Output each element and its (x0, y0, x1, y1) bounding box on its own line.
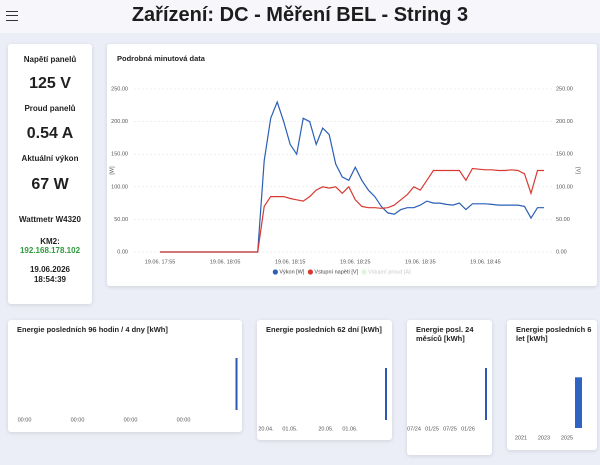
legend-label: Vstupní proud [A] (368, 269, 411, 275)
chart-title: Energie posledních 6 let [kWh] (516, 325, 592, 343)
y-tick-label: 100.00 (111, 184, 128, 190)
y2-tick-label: 100.00 (556, 184, 573, 190)
value: 67 W (31, 176, 69, 193)
chart-title: Energie posledních 96 hodin / 4 dny [kWh… (17, 325, 168, 334)
date: 19.06.2026 (29, 265, 71, 274)
x-tick-label: 19.06. 18:35 (405, 259, 436, 265)
x-tick-label: 2023 (538, 435, 550, 441)
chart-card (407, 320, 492, 455)
chart-title: Energie posledních 62 dní [kWh] (266, 325, 382, 334)
legend-label: Vstupní napětí [V] (314, 269, 358, 275)
label: KM2: (40, 237, 60, 246)
bar (575, 377, 582, 428)
label: Proud panelů (24, 104, 76, 113)
value: 125 V (29, 75, 71, 92)
line-series (160, 167, 544, 253)
chart-title: Energie posl. 24 měsíců [kWh] (416, 325, 474, 343)
bar (235, 358, 238, 410)
y-tick-label: 200.00 (111, 119, 128, 125)
label: Aktuální výkon (21, 154, 79, 163)
x-tick-label: 01.06. (342, 426, 358, 432)
device: Wattmetr W4320 (19, 215, 81, 224)
y-tick-label: 0.00 (117, 249, 128, 255)
header: Zařízení: DC - Měření BEL - String 3 (0, 0, 600, 33)
chart-card (257, 320, 392, 440)
x-tick-label: 00:00 (177, 417, 191, 423)
chart-card (107, 44, 597, 286)
legend-marker (361, 269, 367, 275)
x-tick-label: 00:00 (124, 417, 138, 423)
x-tick-label: 19.06. 18:05 (210, 259, 241, 265)
line-series (160, 100, 544, 253)
x-tick-label: 19.06. 18:25 (340, 259, 371, 265)
x-tick-label: 2025 (561, 435, 573, 441)
ip-address: 192.168.178.102 (19, 246, 81, 255)
x-tick-label: 19.06. 18:15 (275, 259, 306, 265)
y-axis-label: [W] (109, 166, 115, 175)
value: 0.54 A (26, 125, 74, 142)
x-tick-label: 00:00 (71, 417, 85, 423)
y-tick-label: 50.00 (114, 217, 128, 223)
info-card (8, 44, 92, 304)
x-tick-label: 01/25 (425, 426, 439, 432)
chart-card (8, 320, 242, 432)
x-tick-label: 01/26 (461, 426, 475, 432)
legend-label: Výkon [W] (279, 269, 305, 275)
legend-marker (307, 269, 314, 275)
label: Napětí panelů (23, 55, 77, 64)
y2-tick-label: 50.00 (556, 217, 570, 223)
x-tick-label: 20.05. (318, 426, 334, 432)
x-tick-label: 01.05. (282, 426, 298, 432)
x-tick-label: 07/25 (443, 426, 457, 432)
x-tick-label: 00:00 (18, 417, 32, 423)
y2-tick-label: 150.00 (556, 152, 573, 158)
x-tick-label: 2021 (515, 435, 527, 441)
y2-tick-label: 0.00 (556, 249, 567, 255)
page-title: Zařízení: DC - Měření BEL - String 3 (131, 4, 469, 26)
chart-title: Podrobná minutová data (117, 54, 205, 63)
y2-axis-label: [V] (575, 167, 581, 174)
legend-marker (272, 269, 278, 275)
time: 18:54:39 (33, 275, 67, 284)
bar (385, 368, 387, 420)
x-tick-label: 19.06. 17:55 (145, 259, 176, 265)
y-tick-label: 150.00 (111, 152, 128, 158)
y2-tick-label: 200.00 (556, 119, 573, 125)
x-tick-label: 20.04. (258, 426, 274, 432)
y-tick-label: 250.00 (111, 86, 128, 92)
x-tick-label: 07/24 (407, 426, 421, 432)
menu-button[interactable] (6, 11, 18, 21)
bar (485, 368, 487, 420)
y2-tick-label: 250.00 (556, 86, 573, 92)
x-tick-label: 19.06. 18:45 (470, 259, 501, 265)
